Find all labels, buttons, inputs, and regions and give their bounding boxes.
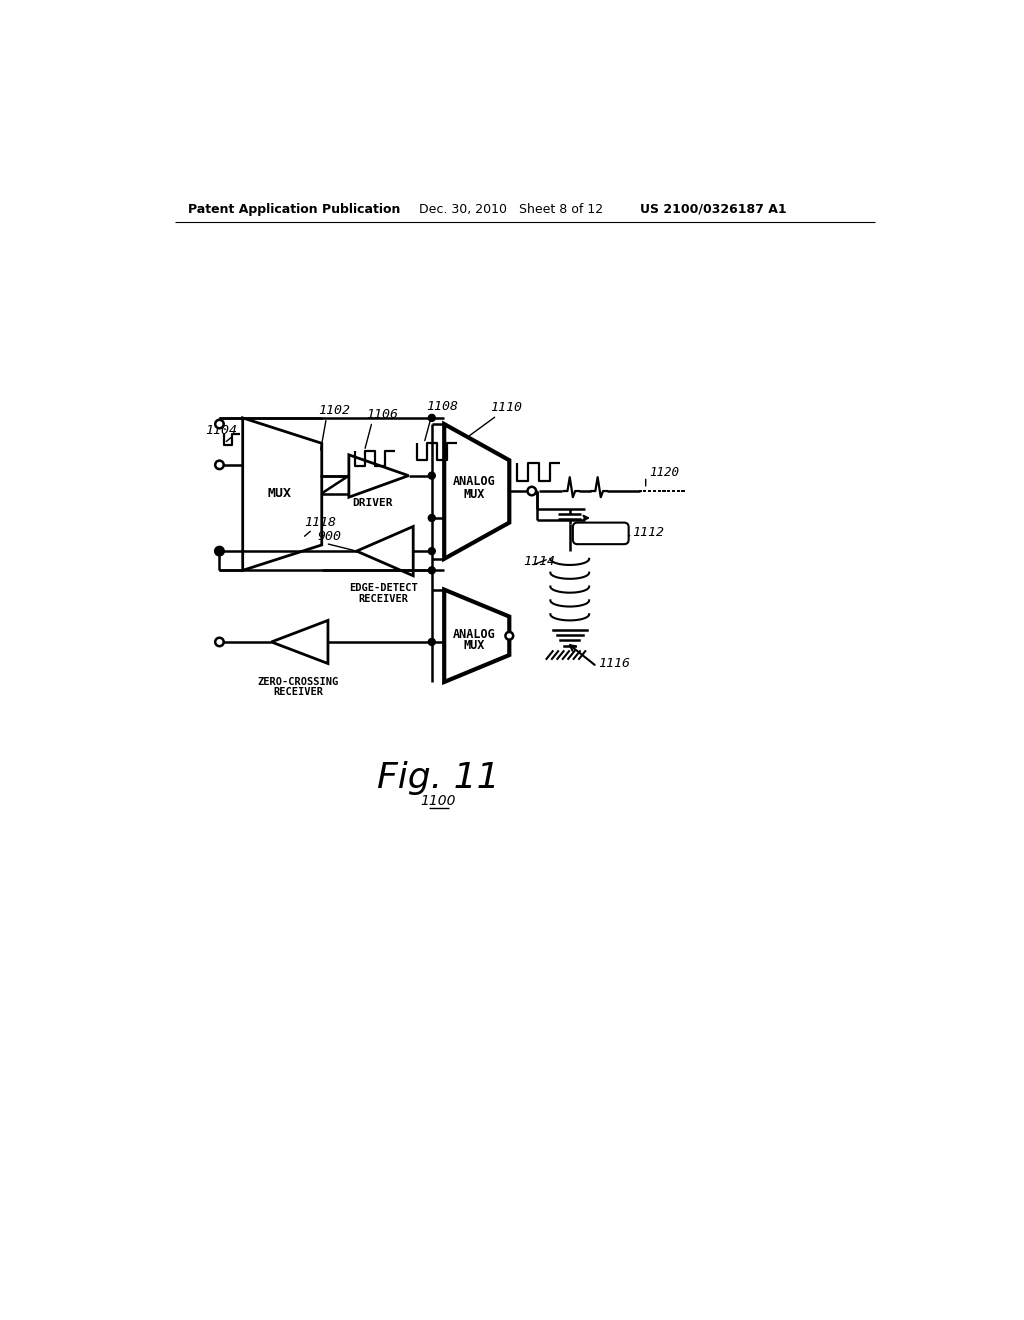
Text: 1100: 1100 xyxy=(420,795,456,808)
Circle shape xyxy=(428,566,435,574)
Circle shape xyxy=(428,515,435,521)
Text: Fig. 11: Fig. 11 xyxy=(377,762,500,795)
Text: 1110: 1110 xyxy=(490,401,522,414)
Text: US 2100/0326187 A1: US 2100/0326187 A1 xyxy=(640,203,786,215)
Circle shape xyxy=(215,638,223,647)
Text: Dec. 30, 2010   Sheet 8 of 12: Dec. 30, 2010 Sheet 8 of 12 xyxy=(419,203,603,215)
Circle shape xyxy=(527,487,536,495)
Circle shape xyxy=(215,461,223,469)
Circle shape xyxy=(428,639,435,645)
Text: ANALOG: ANALOG xyxy=(453,628,496,640)
Polygon shape xyxy=(444,424,509,558)
Text: RECEIVER: RECEIVER xyxy=(273,686,324,697)
Polygon shape xyxy=(444,590,509,682)
Text: MUX: MUX xyxy=(464,487,485,500)
Text: RECEIVER: RECEIVER xyxy=(358,594,409,603)
Polygon shape xyxy=(243,418,322,570)
Circle shape xyxy=(215,420,223,428)
Polygon shape xyxy=(349,455,409,498)
Text: 1120: 1120 xyxy=(649,466,680,479)
Text: 900: 900 xyxy=(317,529,341,543)
Circle shape xyxy=(506,632,513,640)
Text: ZERO-CROSSING: ZERO-CROSSING xyxy=(258,677,339,686)
Text: 1102: 1102 xyxy=(317,404,350,417)
Text: 1112: 1112 xyxy=(632,525,664,539)
Text: MUX: MUX xyxy=(268,487,292,500)
Text: ANALOG: ANALOG xyxy=(453,475,496,488)
Circle shape xyxy=(216,548,223,554)
Text: 1114: 1114 xyxy=(523,554,555,568)
Text: Patent Application Publication: Patent Application Publication xyxy=(188,203,400,215)
Text: DRIVER: DRIVER xyxy=(352,498,392,508)
Text: 1108: 1108 xyxy=(426,400,459,413)
Text: 1106: 1106 xyxy=(367,408,398,421)
Text: 1104: 1104 xyxy=(206,424,238,437)
Polygon shape xyxy=(356,527,414,576)
FancyBboxPatch shape xyxy=(572,523,629,544)
Text: 1116: 1116 xyxy=(598,656,631,669)
Circle shape xyxy=(428,473,435,479)
Text: EDGE-DETECT: EDGE-DETECT xyxy=(349,583,418,593)
Text: 1118: 1118 xyxy=(305,516,337,529)
Circle shape xyxy=(215,546,223,556)
Polygon shape xyxy=(271,620,328,664)
Text: MUX: MUX xyxy=(464,639,485,652)
Circle shape xyxy=(428,414,435,421)
Circle shape xyxy=(428,548,435,554)
